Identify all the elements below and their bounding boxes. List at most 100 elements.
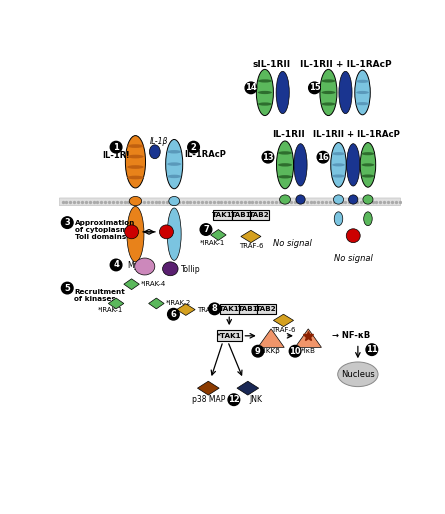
Text: 7: 7 <box>203 225 209 234</box>
Ellipse shape <box>258 102 272 106</box>
Text: IL-1RII: IL-1RII <box>272 130 304 139</box>
Ellipse shape <box>278 151 292 155</box>
Ellipse shape <box>321 102 336 106</box>
Text: IL-1RI: IL-1RI <box>102 151 129 160</box>
Polygon shape <box>177 304 195 316</box>
Polygon shape <box>210 230 226 241</box>
Text: 13: 13 <box>262 153 274 162</box>
Ellipse shape <box>129 196 142 206</box>
FancyBboxPatch shape <box>257 304 276 314</box>
Text: TAB1: TAB1 <box>238 306 258 312</box>
Ellipse shape <box>278 175 292 178</box>
FancyBboxPatch shape <box>217 331 242 341</box>
Ellipse shape <box>258 79 272 83</box>
Polygon shape <box>198 381 219 395</box>
Ellipse shape <box>320 69 337 116</box>
Text: 10: 10 <box>289 347 301 356</box>
Circle shape <box>61 282 73 294</box>
Ellipse shape <box>364 212 372 226</box>
Circle shape <box>200 224 212 235</box>
Text: *IRAK-2: *IRAK-2 <box>166 301 191 306</box>
Ellipse shape <box>127 165 144 169</box>
Ellipse shape <box>127 144 144 148</box>
Ellipse shape <box>127 207 144 262</box>
Ellipse shape <box>362 152 374 155</box>
Circle shape <box>309 82 320 94</box>
Text: 3: 3 <box>65 218 70 227</box>
Text: *IKKβ: *IKKβ <box>261 348 281 354</box>
Circle shape <box>289 345 301 357</box>
Polygon shape <box>258 329 284 347</box>
Text: TAK1: TAK1 <box>219 306 239 312</box>
Ellipse shape <box>332 163 345 167</box>
Text: No signal: No signal <box>273 239 312 248</box>
Ellipse shape <box>356 91 369 94</box>
Text: TAB2: TAB2 <box>256 306 277 312</box>
Text: TRAF-6: TRAF-6 <box>271 327 296 334</box>
Ellipse shape <box>333 195 344 204</box>
Ellipse shape <box>362 163 374 167</box>
Polygon shape <box>149 298 164 309</box>
Text: 16: 16 <box>317 153 329 162</box>
Text: p38 MAP: p38 MAP <box>192 395 225 404</box>
Polygon shape <box>273 314 294 326</box>
Polygon shape <box>108 298 124 309</box>
Ellipse shape <box>169 196 180 206</box>
Ellipse shape <box>338 362 378 387</box>
FancyBboxPatch shape <box>213 210 231 220</box>
Ellipse shape <box>296 195 305 204</box>
Ellipse shape <box>258 91 272 94</box>
Text: TAK1: TAK1 <box>212 212 233 218</box>
Text: 12: 12 <box>228 395 240 404</box>
Circle shape <box>168 308 179 320</box>
Ellipse shape <box>166 139 183 189</box>
FancyBboxPatch shape <box>220 304 239 314</box>
FancyBboxPatch shape <box>60 198 400 206</box>
Text: 5: 5 <box>65 284 70 292</box>
Text: 6: 6 <box>170 310 176 319</box>
Ellipse shape <box>159 225 174 239</box>
Ellipse shape <box>339 71 352 114</box>
Ellipse shape <box>321 79 336 83</box>
Circle shape <box>110 141 122 153</box>
Text: TAB2: TAB2 <box>249 212 270 218</box>
Ellipse shape <box>348 195 358 204</box>
Ellipse shape <box>162 262 178 276</box>
Ellipse shape <box>127 176 144 179</box>
Ellipse shape <box>167 175 181 178</box>
Text: TAB1: TAB1 <box>231 212 251 218</box>
Polygon shape <box>124 279 139 289</box>
Text: 14: 14 <box>245 83 257 93</box>
Ellipse shape <box>167 208 181 260</box>
Text: TRAF-6: TRAF-6 <box>239 244 263 249</box>
Ellipse shape <box>150 145 160 159</box>
Text: *IRAK-4: *IRAK-4 <box>141 281 166 287</box>
Ellipse shape <box>276 141 294 189</box>
Text: 9: 9 <box>255 347 261 356</box>
Ellipse shape <box>276 71 289 114</box>
Ellipse shape <box>334 212 343 226</box>
FancyBboxPatch shape <box>231 210 250 220</box>
Circle shape <box>262 152 274 163</box>
Ellipse shape <box>279 195 291 204</box>
Circle shape <box>245 82 257 94</box>
Text: 11: 11 <box>366 345 378 354</box>
Circle shape <box>317 152 329 163</box>
Text: → NF-κB: → NF-κB <box>332 332 371 340</box>
Text: 2: 2 <box>190 143 197 152</box>
Circle shape <box>366 344 378 356</box>
Ellipse shape <box>125 225 138 239</box>
Circle shape <box>252 345 264 357</box>
Ellipse shape <box>278 163 292 167</box>
Text: 15: 15 <box>308 83 320 93</box>
FancyBboxPatch shape <box>250 210 269 220</box>
Ellipse shape <box>346 229 360 243</box>
Text: IL-1β: IL-1β <box>150 137 168 146</box>
Circle shape <box>209 303 220 315</box>
Ellipse shape <box>135 258 155 275</box>
Ellipse shape <box>332 174 345 178</box>
Text: sIL-1RII: sIL-1RII <box>252 60 290 69</box>
Ellipse shape <box>356 102 369 105</box>
Ellipse shape <box>360 142 376 187</box>
Circle shape <box>228 394 240 406</box>
